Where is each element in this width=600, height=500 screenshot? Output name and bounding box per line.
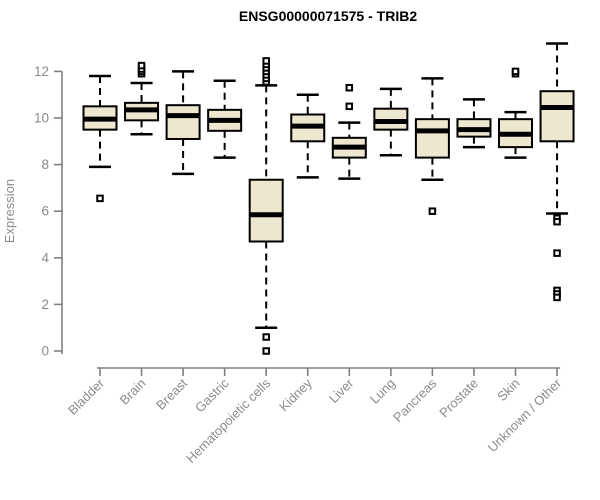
y-tick-label: 12 xyxy=(34,64,49,79)
boxplot-prostate xyxy=(456,98,492,149)
boxplot-lung xyxy=(373,87,409,157)
outlier-point xyxy=(553,217,561,226)
x-category-label-liver: Liver xyxy=(326,375,357,406)
outlier-point xyxy=(96,194,104,203)
x-category-label-bladder: Bladder xyxy=(65,375,108,418)
y-axis-label: Expression xyxy=(2,179,17,243)
x-category-label-breast: Breast xyxy=(153,375,190,412)
outlier-point xyxy=(262,57,270,65)
iqr-box xyxy=(539,90,575,143)
y-axis: 0 2 4 6 8 10 12 xyxy=(34,64,63,359)
iqr-box xyxy=(248,178,284,243)
chart-title: ENSG00000071575 - TRIB2 xyxy=(239,8,417,24)
boxplot-series xyxy=(82,42,575,355)
y-tick-label: 0 xyxy=(41,344,49,359)
x-category-label-unknown-other: Unknown / Other xyxy=(485,375,565,455)
iqr-box xyxy=(165,104,201,140)
boxplot-kidney xyxy=(290,93,326,179)
x-category-label-pancreas: Pancreas xyxy=(390,375,440,425)
outlier-point xyxy=(137,61,146,70)
boxplot-breast xyxy=(165,70,201,176)
x-category-label-kidney: Kidney xyxy=(276,375,315,414)
iqr-box xyxy=(414,118,450,159)
outlier-point xyxy=(262,333,270,341)
boxplot-pancreas xyxy=(414,77,450,215)
outlier-point xyxy=(345,102,354,111)
boxplot-skin xyxy=(498,67,533,159)
boxplot-bladder xyxy=(82,74,118,203)
x-category-label-skin: Skin xyxy=(494,376,522,404)
x-category-label-gastric: Gastric xyxy=(192,375,232,415)
boxplot-unknown-other xyxy=(539,42,575,302)
outlier-point xyxy=(345,83,354,92)
boxplot-gastric xyxy=(207,79,243,159)
y-tick-label: 2 xyxy=(41,297,49,312)
outlier-point xyxy=(553,293,561,302)
boxplot-hematopoietic-cells xyxy=(248,57,284,355)
outlier-point xyxy=(262,347,270,355)
outlier-point xyxy=(428,207,437,215)
y-tick-label: 8 xyxy=(41,157,49,172)
boxplot-brain xyxy=(124,61,160,136)
outlier-point xyxy=(511,67,520,76)
x-category-label-brain: Brain xyxy=(117,376,149,408)
x-category-label-lung: Lung xyxy=(367,376,398,407)
y-tick-label: 10 xyxy=(34,111,49,126)
x-category-label-prostate: Prostate xyxy=(436,376,481,421)
y-tick-label: 4 xyxy=(41,250,49,265)
y-tick-label: 6 xyxy=(41,204,49,219)
outlier-point xyxy=(553,249,561,257)
boxplot-liver xyxy=(331,83,367,180)
